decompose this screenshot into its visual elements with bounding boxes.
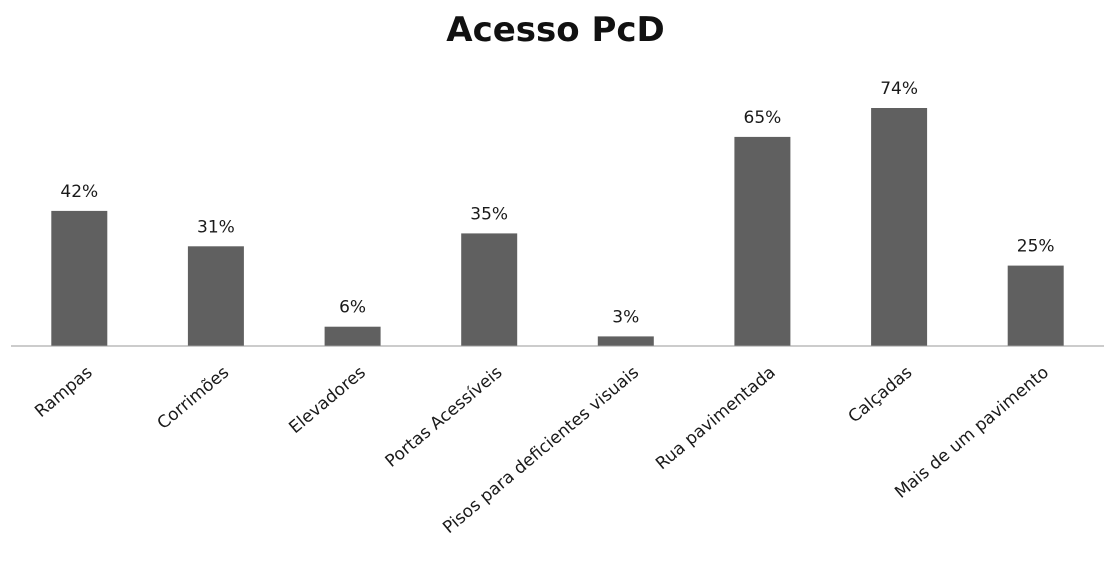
value-labels-group: 42% 31% 6% 35% 3% 65% 74% 25% [60,79,1054,327]
value-label: 35% [470,204,508,224]
bar-mais-de-um-pavimento [1007,265,1064,346]
value-label: 31% [197,217,235,237]
value-label: 25% [1017,237,1055,257]
category-label: Rua pavimentada [652,363,780,475]
category-label: Calçadas [845,362,917,427]
value-label: 65% [744,108,782,128]
category-label: Elevadores [285,362,370,438]
chart-title: Acesso PcD [446,10,665,50]
value-label: 3% [612,307,639,327]
bar-cal-adas [871,108,928,346]
bar-rua-pavimentada [734,136,791,346]
bars-group [51,108,1064,346]
bar-portas-acess-veis [461,233,518,346]
bar-rampas [51,210,108,346]
value-label: 42% [60,182,98,202]
category-label: Portas Acessíveis [382,362,507,471]
category-label: Rampas [31,362,96,421]
value-label: 6% [339,298,366,318]
bar-pisos-para-deficientes-visuais [597,336,654,346]
category-label: Mais de um pavimento [891,363,1053,503]
category-label: Corrimões [154,362,234,433]
value-label: 74% [880,79,918,99]
bar-elevadores [324,326,381,346]
bar-corrim-es [187,246,244,346]
category-labels-group: Rampas Corrimões Elevadores Portas Acessíve… [31,362,1053,538]
